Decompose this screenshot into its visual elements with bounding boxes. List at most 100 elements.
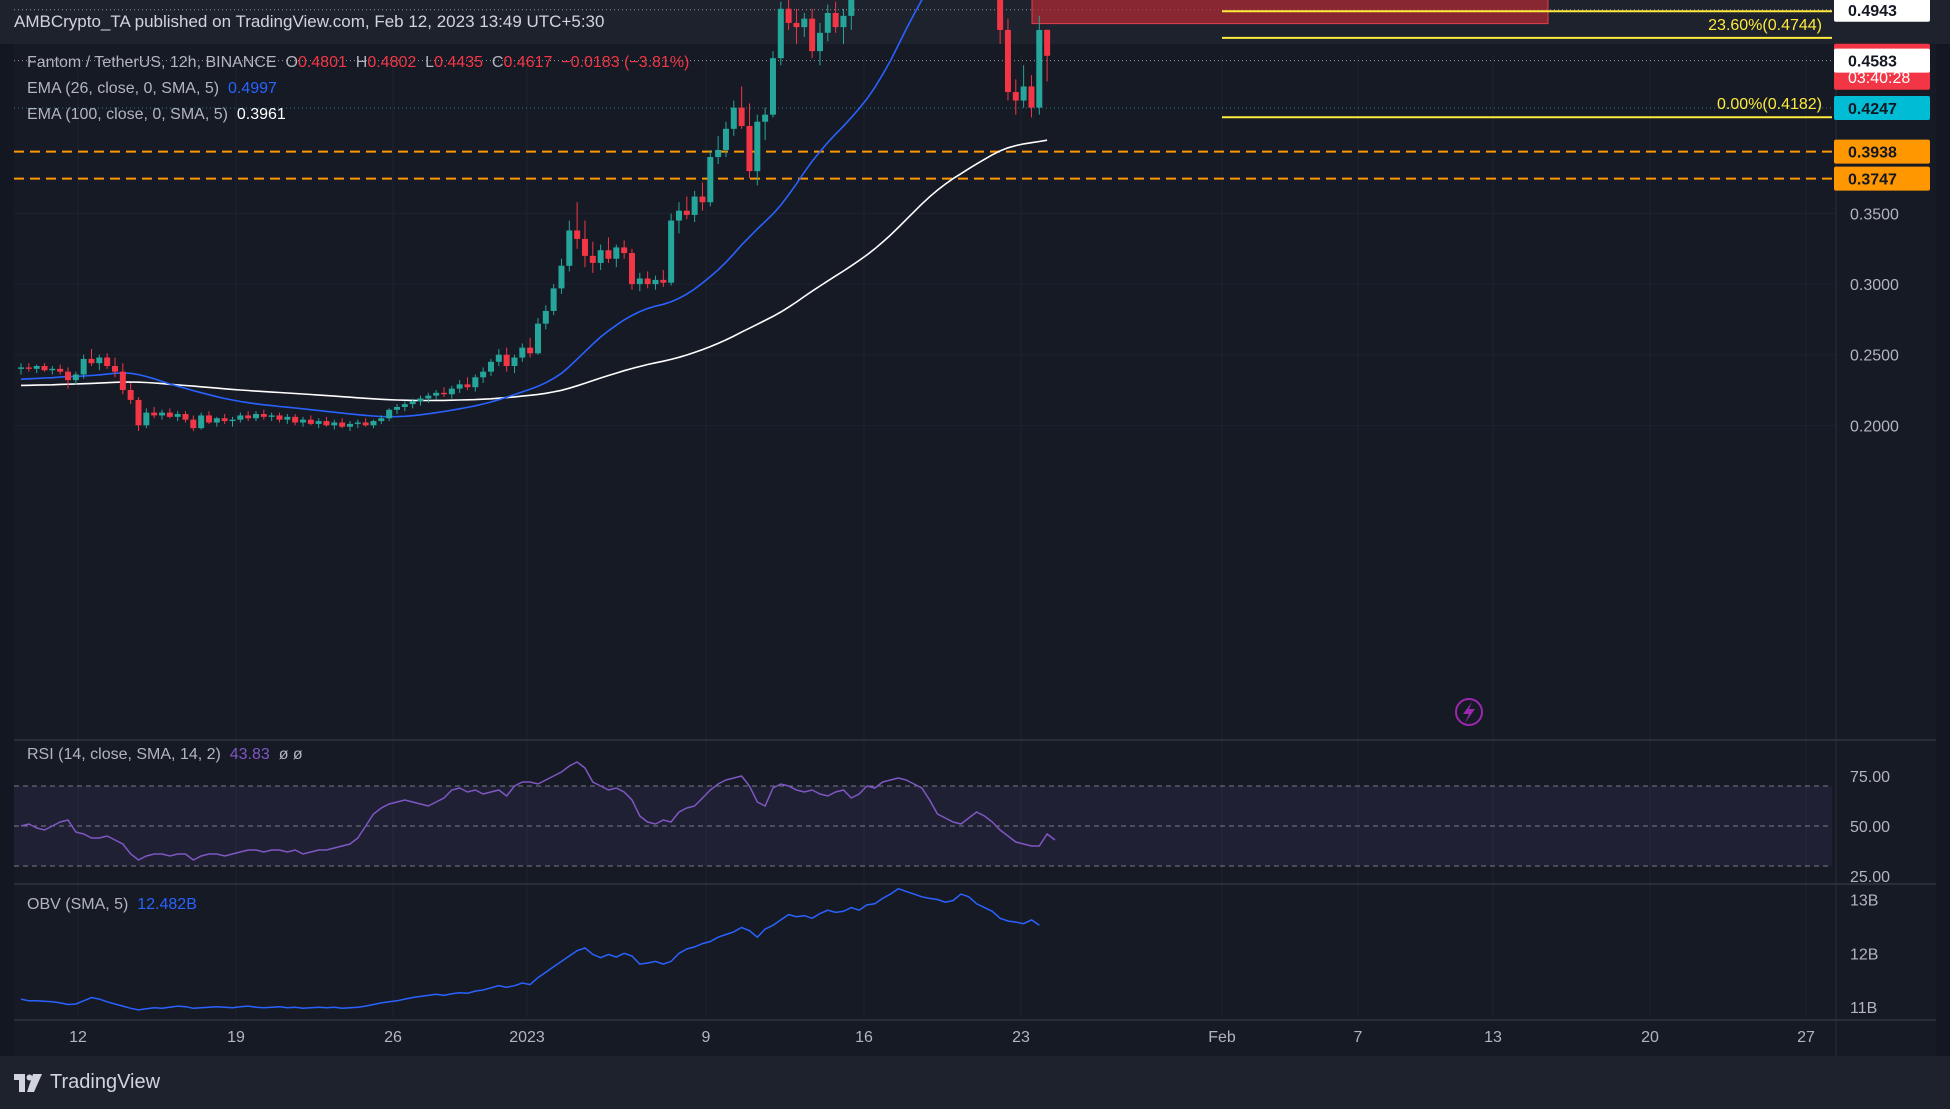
price-tick-3: 0.3500 <box>1850 207 1899 224</box>
candle-body-98 <box>785 8 792 23</box>
candle-body-0 <box>18 367 24 369</box>
obv-value: 12.482B <box>137 896 197 913</box>
obv-tick-1: 12B <box>1850 946 1878 963</box>
obv-tick-2: 11B <box>1850 1000 1877 1017</box>
candle-body-63 <box>511 357 518 367</box>
candle-body-19 <box>166 412 173 417</box>
candle-body-93 <box>746 125 753 172</box>
rsi-tick-0: 75.00 <box>1850 769 1890 786</box>
candle-body-44 <box>362 422 369 426</box>
rsi-value: 43.83 <box>229 746 270 763</box>
candle-body-4 <box>49 368 56 371</box>
time-tick-5: 16 <box>855 1029 873 1046</box>
candle-body-33 <box>276 415 283 420</box>
open-label: O <box>285 54 298 71</box>
price-tick-6: 0.2000 <box>1850 418 1899 435</box>
candle-body-34 <box>284 416 291 420</box>
time-tick-6: 23 <box>1012 1029 1030 1046</box>
candle-body-96 <box>769 58 776 115</box>
candle-body-65 <box>527 347 534 354</box>
chart-frame[interactable] <box>14 44 1936 1056</box>
candle-body-81 <box>652 279 659 285</box>
candle-body-70 <box>566 230 573 266</box>
obv-line <box>20 887 1040 1011</box>
candle-body-66 <box>534 323 541 354</box>
candle-body-31 <box>260 414 267 417</box>
fib-level-label-5: 23.60%(0.4744) <box>1708 17 1822 34</box>
ema26-legend[interactable]: EMA (26, close, 0, SMA, 5) 0.4997 <box>27 80 277 98</box>
candle-body-59 <box>480 371 487 378</box>
candle-body-105 <box>840 15 847 28</box>
time-tick-8: 7 <box>1354 1029 1363 1046</box>
ema26-value: 0.4997 <box>227 80 277 97</box>
publisher-bar: AMBCrypto_TA published on TradingView.co… <box>0 0 1950 44</box>
price-label-box-6 <box>1834 139 1930 164</box>
candle-body-30 <box>252 414 259 419</box>
candle-body-106 <box>848 0 855 16</box>
candle-body-10 <box>96 357 103 364</box>
candle-body-62 <box>503 354 510 367</box>
candle-body-69 <box>558 265 565 289</box>
ema100-path <box>20 139 1048 402</box>
ema100-value: 0.3961 <box>236 106 286 123</box>
candle-body-2 <box>33 366 40 369</box>
ema100-label: EMA (100, close, 0, SMA, 5) <box>27 106 228 123</box>
tradingview-logo[interactable]: TradingView <box>14 1071 160 1094</box>
candle-body-104 <box>832 13 839 28</box>
candle-body-68 <box>550 288 557 311</box>
rsi-legend[interactable]: RSI (14, close, SMA, 14, 2) 43.83 ø ø <box>27 746 303 764</box>
close-value: 0.4617 <box>503 54 553 71</box>
support-lines <box>14 150 1836 180</box>
candle-body-85 <box>683 210 690 215</box>
candle-body-64 <box>519 347 526 358</box>
candle-body-77 <box>621 247 628 254</box>
price-label-countdown: 03:40:28 <box>1848 70 1910 87</box>
rsi-pane: 75.00 50.00 25.00 <box>14 761 1890 886</box>
obv-label: OBV (SMA, 5) <box>27 896 129 913</box>
rsi-label: RSI (14, close, SMA, 14, 2) <box>27 746 221 763</box>
candle-body-88 <box>707 157 714 203</box>
price-label-4: 0.4583 <box>1848 54 1897 71</box>
obv-legend[interactable]: OBV (SMA, 5) 12.482B <box>27 896 197 914</box>
candle-body-3 <box>41 366 48 371</box>
price-tick-4: 0.3000 <box>1850 277 1899 294</box>
rsi-line <box>20 761 1056 861</box>
time-tick-7: Feb <box>1208 1029 1236 1046</box>
candle-body-95 <box>762 114 769 122</box>
time-axis: 12 19 26 2023 9 16 23 Feb 7 13 20 27 <box>69 1029 1815 1046</box>
close-label: C <box>491 54 504 71</box>
lightning-icon <box>1463 702 1475 723</box>
candle-body-55 <box>448 388 455 395</box>
alert-marker <box>1455 698 1483 726</box>
rsi-tick-1: 50.00 <box>1850 819 1890 836</box>
candle-body-97 <box>777 8 784 59</box>
candle-body-54 <box>440 392 447 395</box>
candle-body-89 <box>715 149 722 158</box>
candle-body-80 <box>644 278 651 285</box>
candle-body-6 <box>64 371 71 381</box>
fibonacci-retracement: 100.00%(0.6563)78.60%(0.6053)61.80%(0.56… <box>1222 10 1832 119</box>
candle-body-15 <box>135 399 142 426</box>
rsi-extra: ø ø <box>278 746 303 763</box>
candle-body-12 <box>111 366 118 372</box>
candle-body-91 <box>730 107 737 129</box>
candle-body-83 <box>668 220 675 283</box>
rsi-tick-2: 25.00 <box>1850 869 1890 886</box>
candle-body-5 <box>57 368 64 372</box>
candle-body-56 <box>456 384 463 389</box>
candle-body-101 <box>809 18 816 52</box>
change-value: −0.0183 (−3.81%) <box>561 54 690 71</box>
time-tick-4: 9 <box>702 1029 711 1046</box>
candlestick-series <box>18 0 1051 431</box>
candle-body-32 <box>268 415 275 417</box>
symbol-title: Fantom / TetherUS, 12h, BINANCE <box>27 54 277 71</box>
candle-body-76 <box>613 247 620 259</box>
candle-body-128 <box>1020 86 1027 101</box>
ema100-legend[interactable]: EMA (100, close, 0, SMA, 5) 0.3961 <box>27 106 286 124</box>
candle-body-39 <box>323 421 330 426</box>
candle-body-22 <box>190 419 197 429</box>
candle-body-49 <box>401 404 408 407</box>
candle-body-72 <box>581 238 588 256</box>
candle-body-46 <box>378 418 385 422</box>
